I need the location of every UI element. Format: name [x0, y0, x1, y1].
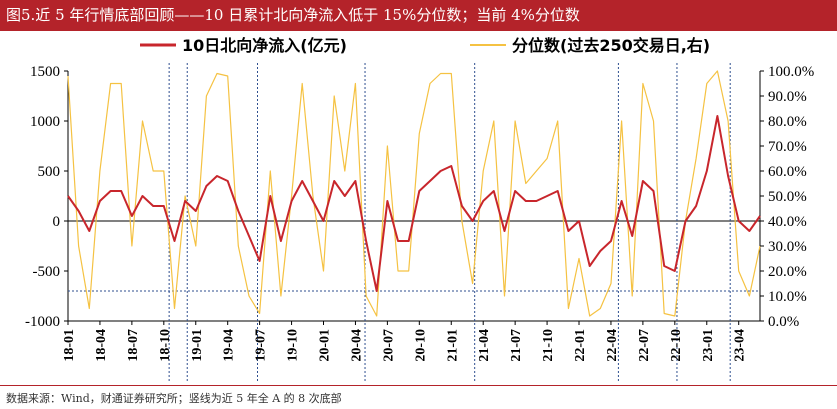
reference-lines — [68, 63, 760, 381]
y-right-tick-label: 50.0% — [768, 189, 807, 205]
x-tick-label: 18-04 — [94, 329, 109, 362]
y-right-tick-label: 20.0% — [768, 264, 807, 280]
x-tick-label: 18-07 — [126, 329, 141, 362]
chart-title: 图5.近 5 年行情底部回顾——10 日累计北向净流入低于 15%分位数；当前 … — [6, 6, 580, 24]
x-tick-label: 19-04 — [222, 329, 237, 362]
legend: 10日北向净流入(亿元) 分位数(过去250交易日,右) — [140, 36, 710, 55]
y-left-tick-label: 1500 — [30, 64, 60, 80]
x-tick-label: 18-01 — [62, 329, 77, 362]
x-tick-label: 19-10 — [286, 329, 301, 362]
x-tick-label: 22-04 — [605, 329, 620, 362]
x-tick-label: 21-04 — [477, 329, 492, 362]
x-tick-label: 21-07 — [509, 329, 524, 362]
y-left-tick-label: 0 — [53, 214, 61, 230]
series-percentile-line — [67, 70, 761, 317]
x-tick-label: 19-01 — [190, 329, 205, 362]
series-layer — [67, 70, 761, 317]
x-tick-label: 21-01 — [445, 329, 460, 362]
x-tick-label: 19-07 — [254, 329, 269, 362]
x-tick-label: 22-10 — [669, 329, 684, 362]
y-right-tick-label: 80.0% — [768, 114, 807, 130]
legend-label-percentile: 分位数(过去250交易日,右) — [512, 36, 710, 55]
chart: 1500 1000 500 0 -500 -1000 100.0% 90.0% 80.0% 70.… — [25, 36, 814, 381]
x-tick-label: 22-07 — [637, 329, 652, 362]
chart-title-bar: 图5.近 5 年行情底部回顾——10 日累计北向净流入低于 15%分位数；当前 … — [0, 0, 837, 31]
footer-rule — [0, 385, 837, 386]
x-tick-label: 20-10 — [413, 329, 428, 362]
y-right-tick-label: 70.0% — [768, 139, 807, 155]
data-source: 数据来源：Wind，财通证券研究所；竖线为近 5 年全 A 的 8 次底部 — [6, 392, 342, 405]
y-right-tick-label: 10.0% — [768, 289, 807, 305]
y-right-tick-label: 0.0% — [768, 314, 799, 330]
y-right-tick-label: 100.0% — [768, 64, 814, 80]
y-right-tick-label: 40.0% — [768, 214, 807, 230]
y-left-tick-label: -500 — [33, 264, 61, 280]
x-tick-label: 23-01 — [701, 329, 716, 362]
x-tick-label: 21-10 — [541, 329, 556, 362]
legend-label-northbound: 10日北向净流入(亿元) — [182, 36, 347, 55]
x-tick-label: 22-01 — [573, 329, 588, 362]
series-northbound-line — [67, 115, 761, 292]
x-tick-label: 18-10 — [158, 329, 173, 362]
y-left-tick-label: 1000 — [30, 114, 60, 130]
x-tick-label: 20-01 — [318, 329, 333, 362]
y-right-tick-label: 60.0% — [768, 164, 807, 180]
y-left-tick-label: -1000 — [25, 314, 60, 330]
x-tick-label: 20-04 — [349, 329, 364, 362]
axes: 1500 1000 500 0 -500 -1000 100.0% 90.0% 80.0% 70.… — [25, 64, 814, 362]
y-right-tick-label: 90.0% — [768, 89, 807, 105]
y-right-tick-label: 30.0% — [768, 239, 807, 255]
x-tick-label: 23-04 — [733, 329, 748, 362]
y-left-tick-label: 500 — [38, 164, 61, 180]
x-tick-label: 20-07 — [381, 329, 396, 362]
